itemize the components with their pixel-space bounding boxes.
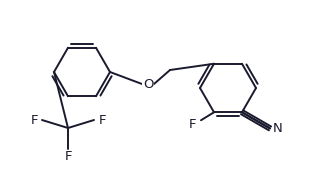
- Text: F: F: [189, 118, 197, 131]
- Text: N: N: [273, 122, 283, 135]
- Text: O: O: [143, 77, 153, 90]
- Text: F: F: [30, 114, 38, 127]
- Text: F: F: [64, 150, 72, 163]
- Text: F: F: [98, 114, 106, 127]
